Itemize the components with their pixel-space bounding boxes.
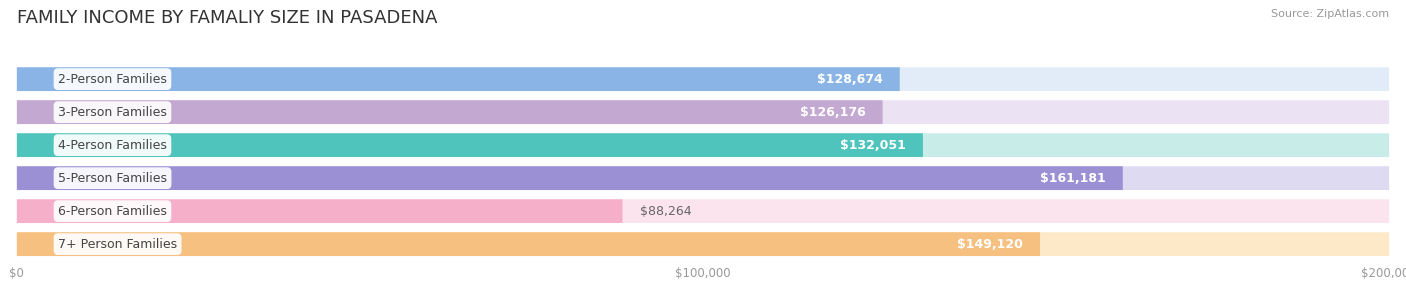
Text: FAMILY INCOME BY FAMALIY SIZE IN PASADENA: FAMILY INCOME BY FAMALIY SIZE IN PASADEN… — [17, 9, 437, 27]
FancyBboxPatch shape — [17, 100, 1389, 124]
FancyBboxPatch shape — [17, 232, 1040, 256]
Text: Source: ZipAtlas.com: Source: ZipAtlas.com — [1271, 9, 1389, 19]
Text: $161,181: $161,181 — [1040, 172, 1105, 185]
Text: $128,674: $128,674 — [817, 73, 883, 86]
Text: 7+ Person Families: 7+ Person Families — [58, 238, 177, 251]
Text: 4-Person Families: 4-Person Families — [58, 139, 167, 152]
FancyBboxPatch shape — [17, 166, 1123, 190]
Text: 6-Person Families: 6-Person Families — [58, 205, 167, 218]
FancyBboxPatch shape — [17, 67, 1389, 91]
FancyBboxPatch shape — [17, 67, 900, 91]
Text: $126,176: $126,176 — [800, 106, 866, 119]
Text: 2-Person Families: 2-Person Families — [58, 73, 167, 86]
Text: 5-Person Families: 5-Person Families — [58, 172, 167, 185]
FancyBboxPatch shape — [17, 166, 1389, 190]
FancyBboxPatch shape — [17, 199, 623, 223]
FancyBboxPatch shape — [17, 100, 883, 124]
FancyBboxPatch shape — [17, 199, 1389, 223]
Text: 3-Person Families: 3-Person Families — [58, 106, 167, 119]
Text: $132,051: $132,051 — [839, 139, 905, 152]
Text: $88,264: $88,264 — [640, 205, 692, 218]
FancyBboxPatch shape — [17, 232, 1389, 256]
FancyBboxPatch shape — [17, 133, 922, 157]
FancyBboxPatch shape — [17, 133, 1389, 157]
Text: $149,120: $149,120 — [957, 238, 1024, 251]
